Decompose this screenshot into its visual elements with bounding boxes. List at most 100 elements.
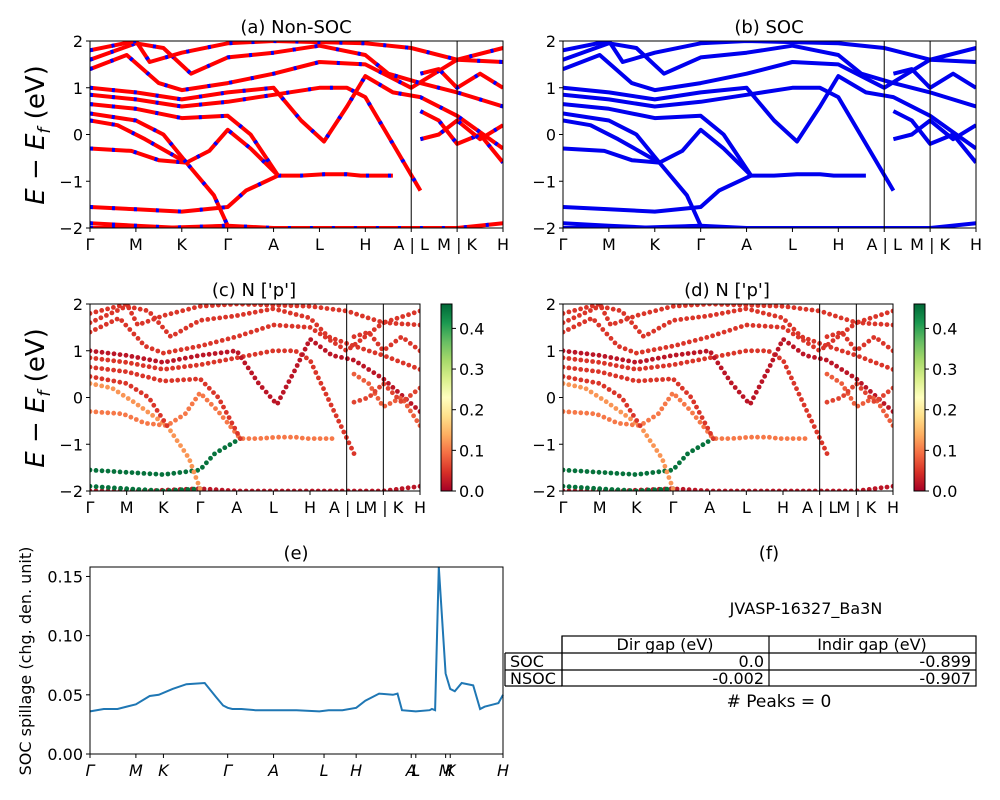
band-point — [612, 419, 618, 425]
band-point — [790, 436, 796, 441]
band-point — [232, 425, 238, 431]
band-point — [578, 485, 584, 490]
band-point — [105, 410, 111, 416]
band-point — [806, 413, 812, 419]
x-tick-label: M | K — [437, 235, 477, 254]
band-point — [179, 487, 185, 491]
band-point — [630, 377, 636, 383]
band-point — [191, 486, 197, 491]
band-point — [603, 486, 609, 491]
band-point — [227, 442, 233, 448]
x-tick-label: H — [887, 498, 899, 517]
band-point — [118, 485, 123, 491]
band-point — [582, 310, 588, 316]
band-point — [629, 320, 634, 325]
band-point — [613, 363, 619, 368]
band-point — [700, 442, 706, 448]
band-point — [666, 396, 671, 402]
band-point — [117, 359, 122, 364]
band-point — [161, 350, 166, 356]
band-point — [885, 364, 890, 370]
band-point — [659, 406, 665, 412]
band-point — [90, 364, 93, 370]
band-point — [345, 356, 350, 362]
x-tick-label: L — [411, 761, 420, 780]
band-point — [697, 349, 703, 355]
band-point — [372, 389, 378, 394]
x-tick-label: Γ — [559, 498, 568, 517]
ylabel-top: E − Ef (eV) — [21, 65, 55, 205]
colorbar-tick-label: 0.0 — [459, 482, 484, 501]
band-point — [187, 458, 193, 464]
band-point — [312, 304, 318, 310]
band-point — [758, 488, 764, 491]
x-tick-label: Γ — [223, 761, 233, 780]
band-point — [168, 421, 173, 426]
band-point — [295, 324, 301, 329]
band-point — [844, 336, 850, 342]
band-point — [117, 379, 123, 385]
band-point — [348, 309, 354, 315]
band-point — [111, 378, 117, 384]
x-tick-label: A | L — [394, 235, 430, 254]
band-point — [228, 304, 233, 307]
band-point — [796, 391, 802, 397]
band-point — [114, 316, 120, 322]
band-point — [355, 344, 361, 350]
band-point — [181, 448, 187, 453]
band-point — [414, 418, 420, 424]
band-point — [232, 439, 238, 444]
band-point — [168, 311, 174, 317]
y-tick-label: 2 — [73, 295, 83, 314]
band-point — [662, 401, 668, 407]
band-point — [830, 398, 836, 403]
band-point — [246, 310, 252, 316]
band-point — [338, 338, 344, 344]
band-point — [691, 350, 697, 356]
band-point — [766, 312, 772, 317]
band-point — [624, 376, 630, 382]
x-tick-label: A — [267, 761, 279, 780]
band-point — [577, 313, 582, 318]
band-point — [322, 331, 328, 336]
band-point — [417, 367, 420, 372]
band-point — [655, 364, 660, 370]
band-point — [670, 486, 676, 491]
band-point — [737, 349, 743, 355]
band-point — [105, 384, 110, 390]
band-point — [701, 304, 706, 307]
band-line — [419, 118, 503, 142]
band-point — [607, 321, 613, 327]
band-point — [153, 471, 159, 477]
band-point — [584, 305, 589, 310]
band-point — [316, 375, 321, 381]
band-point — [111, 469, 117, 474]
band-point — [123, 352, 129, 358]
band-point — [618, 409, 624, 415]
band-point — [690, 448, 695, 454]
band-point — [405, 321, 411, 327]
band-point — [404, 403, 410, 409]
band-point — [715, 360, 721, 366]
band-point — [590, 411, 596, 417]
band-point — [643, 365, 648, 371]
band-point — [890, 348, 893, 354]
band-point — [725, 436, 731, 441]
band-point — [856, 346, 862, 351]
band-point — [141, 356, 147, 362]
band-point — [158, 366, 164, 372]
material-id: JVASP-16327_Ba3N — [729, 599, 883, 619]
band-point — [566, 309, 572, 315]
band-point — [701, 424, 707, 430]
band-point — [635, 312, 641, 318]
band-point — [621, 311, 627, 316]
band-point — [631, 413, 636, 418]
band-point — [695, 445, 701, 451]
band-point — [129, 354, 135, 359]
band-point — [590, 379, 596, 385]
band-point — [213, 406, 218, 411]
band-point — [228, 424, 234, 430]
band-point — [294, 304, 300, 309]
band-point — [668, 480, 674, 486]
